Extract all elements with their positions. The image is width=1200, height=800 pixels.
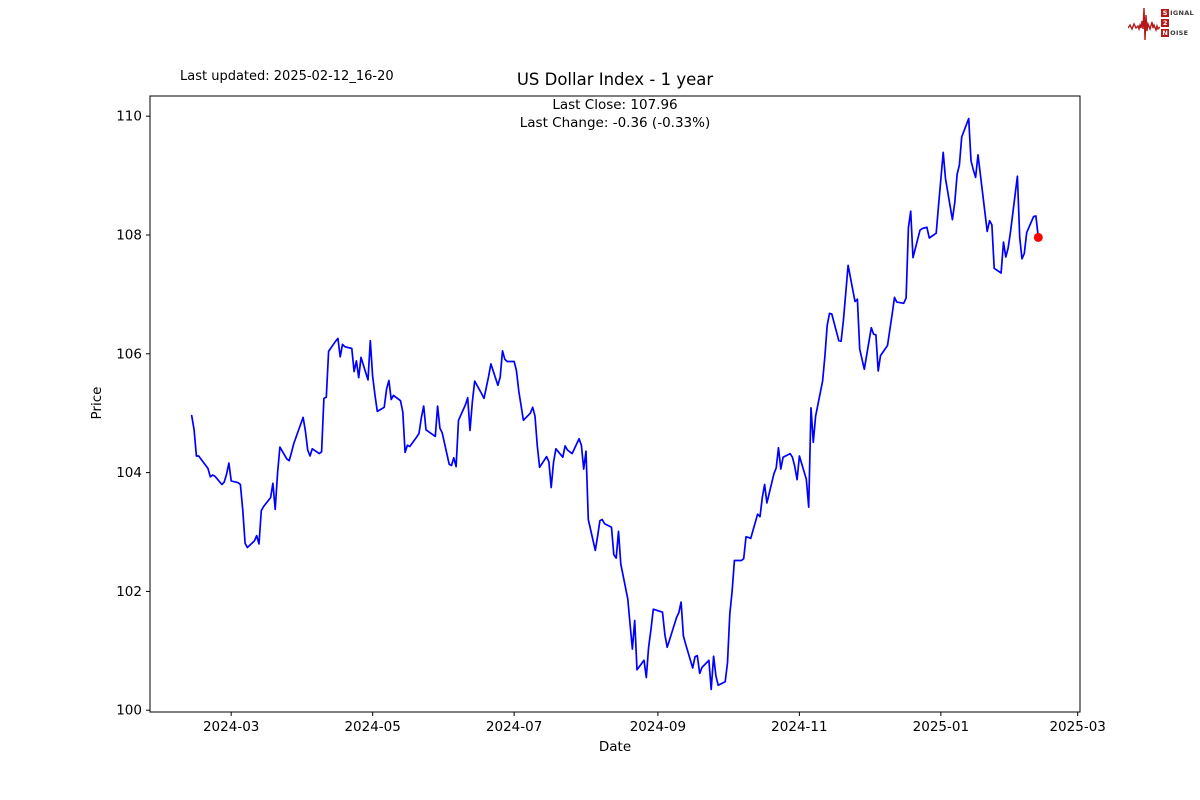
- logo-row-2: 2: [1161, 19, 1194, 27]
- axes-frame: [149, 95, 1081, 713]
- logo-letter-s: S: [1161, 9, 1170, 17]
- last-price-dot: [1033, 232, 1043, 242]
- x-axis-label: Date: [598, 739, 632, 755]
- x-tick-label: 2025-03: [1049, 719, 1105, 735]
- y-axis-label: Price: [89, 386, 105, 420]
- y-tick-label: 102: [116, 584, 142, 600]
- x-tick-label: 2024-05: [344, 719, 400, 735]
- y-tick-label: 108: [116, 228, 142, 244]
- y-tick-label: 106: [116, 346, 142, 362]
- logo-letter-2: 2: [1161, 19, 1170, 27]
- y-tick-label: 110: [116, 109, 142, 125]
- y-tick-label: 100: [116, 703, 142, 719]
- logo-rest-ignal: IGNAL: [1170, 9, 1194, 17]
- price-line: [190, 117, 1040, 691]
- logo-letter-n: N: [1161, 29, 1170, 37]
- y-tick-label: 104: [116, 465, 142, 481]
- logo-row-signal: S IGNAL: [1161, 9, 1194, 17]
- last-change-annotation: Last Change: -0.36 (-0.33%): [519, 115, 711, 131]
- x-tick-label: 2024-09: [630, 719, 686, 735]
- x-tick-label: 2024-11: [771, 719, 827, 735]
- logo-text: S IGNAL 2 N OISE: [1161, 9, 1194, 37]
- x-tick-label: 2024-03: [203, 719, 259, 735]
- x-tick-label: 2025-01: [913, 719, 969, 735]
- logo-row-noise: N OISE: [1161, 29, 1194, 37]
- x-tick-label: 2024-07: [486, 719, 542, 735]
- last-close-annotation: Last Close: 107.96: [552, 97, 678, 113]
- waveform-icon: [1128, 7, 1161, 41]
- chart-title: US Dollar Index - 1 year: [516, 70, 714, 89]
- last-updated-text: Last updated: 2025-02-12_16-20: [180, 69, 394, 84]
- logo-rest-oise: OISE: [1170, 29, 1189, 37]
- signal2noise-logo: S IGNAL 2 N OISE: [1128, 3, 1194, 43]
